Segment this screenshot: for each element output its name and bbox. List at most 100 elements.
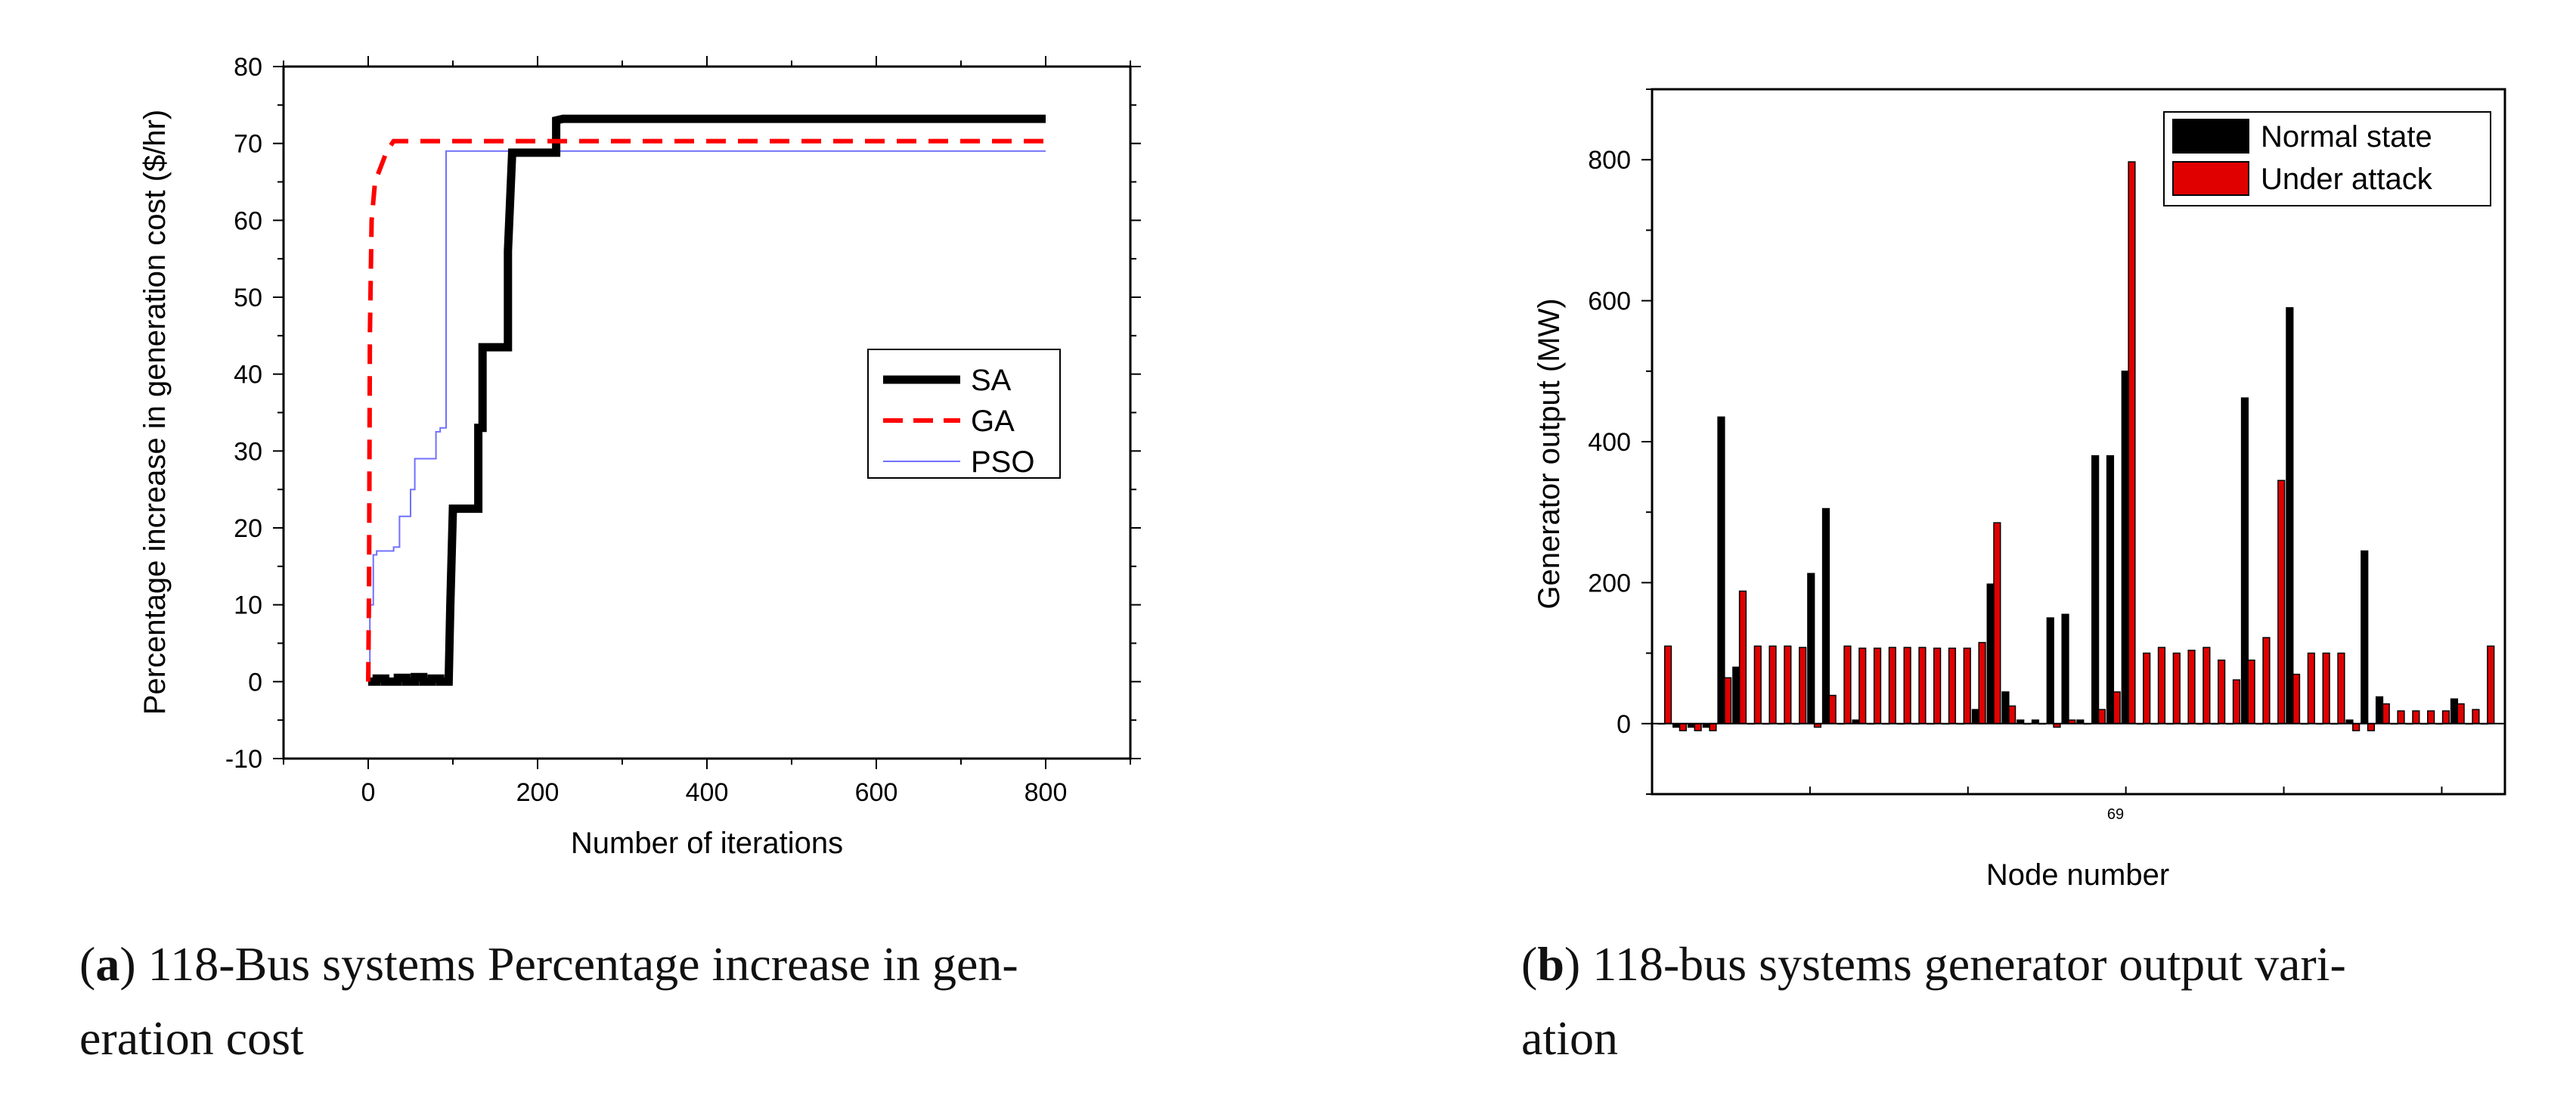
chart-b-bar-attack (1843, 645, 1852, 725)
chart-b-x-axis-label: Node number (1986, 858, 2169, 892)
chart-b: 0 200 400 600 800 69 Node number Generator o… (1533, 88, 2506, 892)
chart-b-bar-attack (2113, 691, 2121, 725)
chart-b-bar-normal (2001, 691, 2010, 725)
chart-b-x-tick-label: 69 (2107, 806, 2124, 823)
caption-a-label: a (95, 937, 120, 991)
chart-b-bar-attack (1768, 645, 1777, 725)
chart-b-bar-attack (2352, 723, 2361, 731)
chart-b-bar-attack (1993, 522, 2001, 725)
chart-b-bar-normal (2061, 613, 2069, 725)
chart-b-bar-attack (1679, 723, 1687, 731)
chart-b-bar-attack (2097, 709, 2106, 725)
chart-b-bar-attack (2337, 652, 2345, 725)
chart-b-bar-attack (1724, 677, 1732, 725)
caption-b-label: b (1537, 937, 1564, 991)
chart-b-bar-attack (2008, 705, 2016, 725)
chart-b-bar-attack (2262, 637, 2271, 725)
chart-b-bar-attack (2172, 652, 2181, 725)
chart-b-bar-attack (1948, 647, 1957, 725)
caption-b-line2: ation (1521, 1011, 1618, 1065)
chart-a-legend-label: PSO (971, 445, 1034, 479)
chart-b-bar-normal (2106, 455, 2115, 725)
chart-b-bar-attack (2412, 710, 2420, 725)
chart-a-y-tick-label: 30 (234, 437, 262, 466)
chart-b-bar-attack (1978, 641, 1986, 725)
chart-b-legend-swatch (2172, 161, 2249, 196)
chart-a-y-tick-label: 50 (234, 284, 262, 312)
chart-b-bar-attack (2187, 650, 2196, 725)
chart-a-x-tick-label: 600 (855, 778, 898, 807)
chart-b-bar-attack (1858, 647, 1867, 725)
chart-a-y-tick-label: 10 (234, 591, 262, 620)
caption-a-line2: eration cost (79, 1011, 304, 1065)
chart-a-legend: SA GA PSO (867, 349, 1061, 479)
chart-a-y-axis-label: Percentage increase in generation cost (… (138, 110, 172, 715)
chart-b-legend-label: Normal state (2261, 120, 2432, 154)
chart-b-bar-attack (2292, 673, 2301, 725)
caption-b: (b) 118-bus systems generator output var… (1521, 937, 2346, 1065)
chart-a-x-tick-label: 400 (686, 778, 729, 807)
chart-b-bar-attack (2128, 161, 2136, 725)
chart-b-bar-attack (1963, 647, 1971, 725)
chart-b-bar-attack (2322, 652, 2330, 725)
chart-b-bar-attack (1709, 723, 1717, 731)
chart-b-bar-normal (1717, 416, 1725, 725)
chart-b-bar-attack (2367, 723, 2376, 731)
chart-b-bar-attack (2218, 659, 2226, 725)
chart-b-bar-attack (1799, 647, 1807, 725)
chart-b-bar-attack (2457, 703, 2465, 725)
chart-a-series-pso (368, 150, 1046, 683)
chart-b-bar-attack (1738, 590, 1747, 725)
chart-b-legend-label: Under attack (2261, 163, 2433, 196)
chart-a-series (366, 114, 1046, 686)
caption-a: (a) 118-Bus systems Percentage increase … (79, 937, 1018, 1065)
chart-b-bar-normal (1807, 573, 1815, 725)
chart-b-bar-attack (2232, 679, 2241, 725)
chart-b-bar-attack (2472, 709, 2480, 725)
chart-b-bar-attack (2307, 652, 2315, 725)
chart-b-legend-swatch (2172, 119, 2249, 154)
chart-b-bar-normal (2121, 371, 2129, 725)
chart-b-bar-attack (2277, 479, 2286, 725)
chart-b-bar-normal (2046, 617, 2054, 725)
chart-b-bar-attack (2202, 647, 2211, 725)
chart-b-bar-attack (2157, 647, 2166, 725)
chart-a-legend-label: SA (971, 364, 1012, 397)
chart-b-bar-attack (2247, 659, 2255, 725)
chart-a-y-tick-label: 20 (234, 514, 262, 543)
chart-b-bars (1657, 161, 2495, 731)
chart-b-bar-normal (2361, 550, 2369, 725)
chart-b-bar-normal (1971, 709, 1979, 725)
chart-b-bar-normal (1732, 666, 1741, 725)
chart-a-y-tick-label: 40 (234, 361, 262, 389)
chart-b-bar-attack (2441, 710, 2450, 725)
chart-a-y-tick-label: 70 (234, 130, 262, 159)
caption-b-line1: 118-bus systems generator output vari- (1580, 937, 2346, 991)
chart-b-y-tick-label: 200 (1588, 569, 1631, 597)
chart-b-bar-attack (1753, 645, 1762, 725)
chart-a-x-tick-label: 200 (516, 778, 560, 807)
chart-b-y-tick-label: 800 (1588, 146, 1631, 175)
chart-a-legend-label: GA (971, 405, 1015, 438)
chart-b-bar-normal (2286, 307, 2294, 725)
chart-a-series-sa (368, 114, 1046, 686)
chart-a-x-tick-label: 0 (361, 778, 376, 807)
chart-b-bar-attack (1918, 647, 1927, 725)
chart-b-bar-attack (1888, 647, 1896, 725)
chart-b-y-tick-label: 0 (1617, 710, 1631, 739)
chart-a-series-ga (366, 138, 1046, 682)
chart-a-y-tick-label: -10 (225, 745, 262, 774)
chart-b-bar-normal (2375, 696, 2384, 725)
chart-b-bar-attack (1784, 645, 1792, 725)
chart-b-y-axis-label: Generator output (MW) (1533, 298, 1566, 609)
chart-b-bar-attack (2397, 710, 2405, 725)
chart-b-ticks: 0 200 400 600 800 (1588, 88, 2443, 795)
chart-b-bar-normal (2450, 698, 2459, 725)
chart-b-bar-attack (1903, 647, 1911, 725)
chart-a-x-tick-label: 800 (1025, 778, 1068, 807)
chart-b-bar-attack (1933, 647, 1942, 725)
chart-b-bar-normal (2091, 455, 2100, 725)
